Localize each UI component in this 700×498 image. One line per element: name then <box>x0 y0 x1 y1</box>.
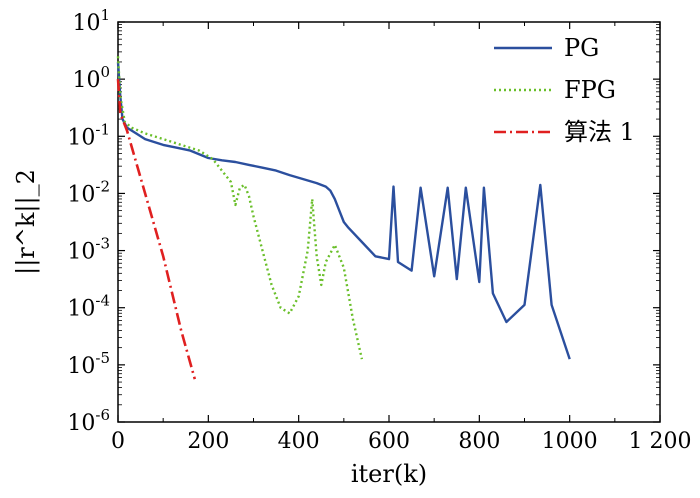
y-tick-label: 10-6 <box>67 406 110 436</box>
series-line-0 <box>116 61 571 360</box>
series-line-1 <box>116 56 364 360</box>
x-tick-label: 400 <box>278 429 320 454</box>
y-tick-label: 10-3 <box>67 235 110 265</box>
x-tick-label: 800 <box>458 429 500 454</box>
y-axis-label: ||r^k||_2 <box>12 169 41 275</box>
x-tick-label: 600 <box>368 429 410 454</box>
x-tick-label: 1 200 <box>629 429 692 454</box>
x-tick-label: 0 <box>111 429 125 454</box>
series-layer <box>116 56 571 380</box>
y-tick-label: 101 <box>72 6 110 36</box>
x-axis-label: iter(k) <box>351 460 427 488</box>
x-tick-label: 200 <box>187 429 229 454</box>
y-tick-label: 10-4 <box>67 292 110 322</box>
x-tick-label: 1000 <box>542 429 598 454</box>
y-tick-label: 10-5 <box>67 349 110 379</box>
series-line-2 <box>116 79 197 380</box>
legend: PG FPG 算法 1 <box>494 34 635 146</box>
legend-label-0: PG <box>564 34 599 62</box>
y-tick-label: 10-2 <box>67 177 110 207</box>
y-tick-label: 10-1 <box>67 120 110 150</box>
plot-axes: 0 200 400 600 800 1000 1 200 101 100 10-1 10-2 10-3… <box>12 6 691 488</box>
legend-label-1: FPG <box>564 76 616 104</box>
y-tick-label: 100 <box>72 63 110 93</box>
legend-label-2: 算法 1 <box>564 118 635 146</box>
